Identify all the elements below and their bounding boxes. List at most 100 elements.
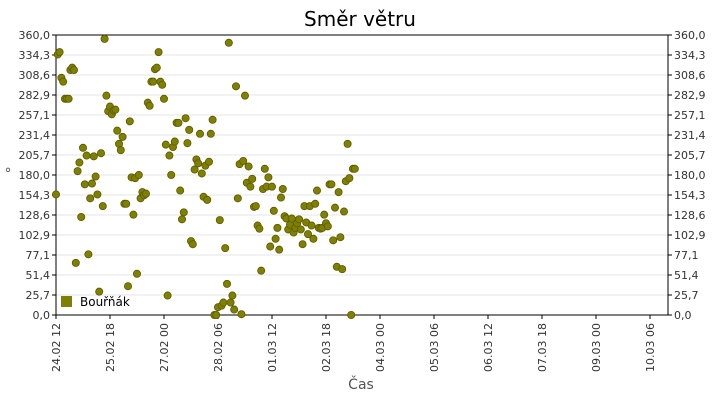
data-point [181,114,190,123]
data-point [307,221,316,230]
x-tick-label: 28.02 06 [212,323,225,372]
data-point [145,101,154,110]
data-point [230,305,239,314]
data-point [222,279,231,288]
data-point [345,174,354,183]
y-tick-label: 308,6 [19,69,51,82]
data-point [275,245,284,254]
x-tick-label: 05.03 06 [428,323,441,372]
data-point [71,258,80,267]
data-point [190,165,199,174]
data-point [228,291,237,300]
data-point [237,310,246,319]
y-tick-label: 231,4 [674,129,706,142]
y-tick-label: 102,9 [674,229,706,242]
data-point [141,189,150,198]
data-point [77,212,86,221]
series-points [52,34,359,319]
data-point [79,143,88,152]
y-tick-label: 308,6 [674,69,706,82]
y-tick-label: 231,4 [19,129,51,142]
x-axis: 24.02 12 25.02 18 27.02 00 28.02 06 01.03 12… [50,315,657,372]
y-tick-label: 334,3 [19,49,51,62]
data-point [255,224,264,233]
data-point [179,208,188,217]
x-tick-label: 25.02 18 [104,323,117,372]
data-point [329,236,338,245]
data-point [206,129,215,138]
data-point [161,140,170,149]
data-point [188,240,197,249]
data-point [102,91,111,100]
y-axis-left: 0,0 25,7 51,4 77,1 102,9 128,6 154,3 180,0 205,7… [19,29,56,322]
x-tick-label: 07.03 18 [536,323,549,372]
data-point [185,125,194,134]
data-point [132,269,141,278]
data-point [219,298,228,307]
data-point [86,194,95,203]
x-tick-label: 10.03 06 [644,323,657,372]
data-point [215,216,224,225]
data-point [82,151,91,160]
legend-label: Bouřňák [80,295,130,309]
data-point [195,129,204,138]
data-point [273,223,282,232]
data-point [100,34,109,43]
data-point [212,310,221,319]
y-tick-label: 334,3 [674,49,706,62]
data-point [118,132,127,141]
legend: Bouřňák [61,295,130,309]
grid-lines [56,54,668,296]
data-point [226,298,235,307]
data-point [73,167,82,176]
data-point [59,77,68,86]
data-point [231,82,240,91]
data-point [221,244,230,253]
data-point [266,242,275,251]
data-point [111,105,120,114]
data-point [276,193,285,202]
y-tick-label: 257,1 [674,109,706,122]
y-tick-label: 77,1 [26,249,51,262]
data-point [294,215,303,224]
data-point [334,188,343,197]
data-point [152,63,161,72]
y-axis-title: ° [5,166,12,182]
y-tick-label: 154,3 [674,189,706,202]
data-point [158,80,167,89]
data-point [298,240,307,249]
y-tick-label: 360,0 [19,29,51,42]
legend-swatch [61,296,72,307]
data-point [163,291,172,300]
x-tick-label: 02.03 18 [320,323,333,372]
y-tick-label: 51,4 [674,269,699,282]
y-tick-label: 205,7 [674,149,706,162]
data-point [224,38,233,47]
x-axis-title: Čas [348,375,374,393]
data-point [271,234,280,243]
data-point [257,266,266,275]
data-point [177,215,186,224]
data-point [339,207,348,216]
data-point [124,282,133,291]
y-tick-label: 128,6 [674,209,706,222]
data-point [208,115,217,124]
data-point [233,194,242,203]
data-point [309,234,318,243]
data-point [159,94,168,103]
data-point [174,118,183,127]
y-tick-label: 282,9 [19,89,51,102]
y-tick-label: 77,1 [674,249,699,262]
data-point [240,91,249,100]
data-point [97,149,106,158]
data-point [203,195,212,204]
data-point [197,169,206,178]
data-point [93,190,102,199]
data-point [52,190,61,199]
y-tick-label: 0,0 [674,309,692,322]
data-point [296,225,305,234]
data-point [278,184,287,193]
data-point [267,182,276,191]
data-point [91,172,100,181]
